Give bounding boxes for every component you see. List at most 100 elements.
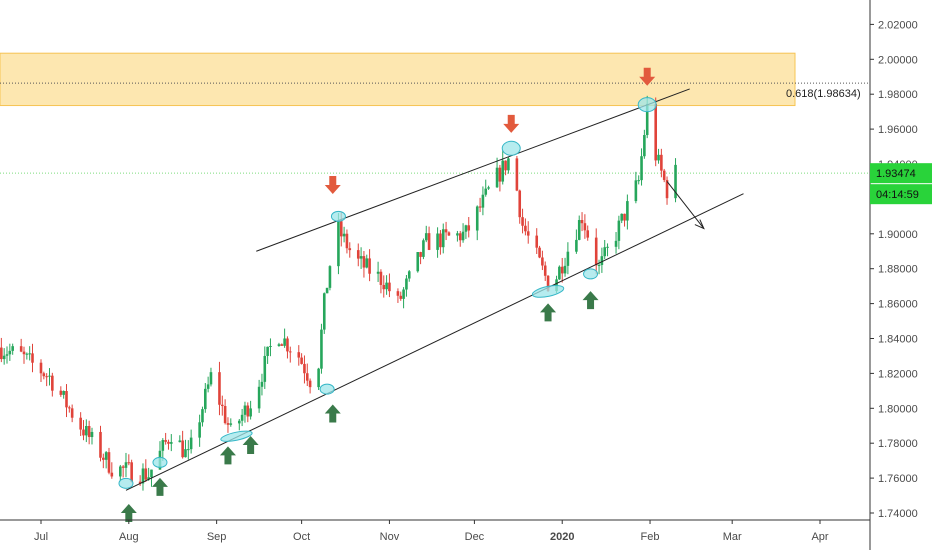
candle-body (606, 246, 609, 248)
candle-body (19, 346, 23, 352)
candle (269, 338, 272, 357)
candle (487, 185, 490, 190)
candle-body (164, 440, 167, 442)
candle-body (359, 256, 363, 259)
candle-body (422, 240, 425, 257)
candle (444, 221, 448, 241)
x-tick-label: Mar (723, 531, 742, 543)
candle (501, 150, 505, 185)
candle (178, 435, 182, 443)
candle-body (461, 231, 465, 241)
candle (538, 245, 541, 259)
channel-top-trendline[interactable] (256, 88, 690, 252)
candle-body (28, 353, 31, 355)
projection-trendline[interactable] (666, 181, 705, 229)
candle-body (124, 462, 128, 468)
candle (187, 440, 190, 460)
candle (617, 215, 621, 250)
candle-body (603, 247, 607, 257)
candle (674, 158, 677, 203)
candle (458, 230, 462, 247)
candle-body (269, 345, 272, 347)
candle-body (110, 472, 114, 477)
candle (580, 212, 584, 232)
candle-body (478, 206, 482, 208)
touch-point-ellipse-marker-icon (531, 284, 565, 298)
candle (475, 205, 479, 241)
y-tick-label: 1.98000 (878, 89, 918, 101)
countdown-label: 04:14:59 (876, 189, 919, 201)
candle (498, 164, 502, 192)
candle-body (419, 252, 422, 257)
candle (249, 400, 252, 420)
candle-body (320, 329, 323, 369)
candle-body (600, 256, 604, 265)
candle-body (643, 135, 646, 157)
candle-body (546, 275, 550, 292)
candle (277, 342, 281, 347)
candle-body (558, 266, 561, 280)
candle-body (198, 422, 201, 438)
candle-body (498, 167, 502, 182)
candle (583, 214, 587, 239)
candle-body (424, 233, 428, 241)
y-tick-label: 1.90000 (878, 229, 918, 241)
candle (560, 257, 564, 283)
candle-body (127, 462, 131, 464)
candle-body (388, 282, 391, 292)
channel-bottom-trendline[interactable] (125, 193, 744, 491)
candle-body (79, 417, 82, 430)
candle (286, 336, 289, 359)
candle (300, 353, 303, 365)
candle-body (362, 256, 366, 268)
candle-body (436, 233, 439, 250)
candle-body (62, 391, 65, 395)
candle-body (317, 368, 320, 388)
trendline-layer[interactable] (125, 88, 744, 491)
candle (260, 373, 264, 396)
candle-body (2, 355, 6, 360)
candle (422, 238, 425, 260)
candle (181, 430, 184, 459)
candle (577, 215, 581, 241)
candle (218, 361, 221, 416)
candle (407, 270, 411, 282)
candle-body (365, 258, 369, 268)
candle (563, 257, 567, 277)
touch-point-ellipse-marker-icon (319, 383, 335, 395)
candle (138, 475, 142, 486)
candle (5, 346, 9, 364)
candle (626, 194, 629, 230)
candle-body (560, 266, 564, 274)
candle-body (31, 353, 34, 363)
candle (141, 463, 145, 491)
candle-body (586, 230, 590, 238)
candle-body (161, 440, 165, 451)
x-tick-label: Apr (811, 531, 828, 543)
candle (424, 225, 428, 243)
candle-body (257, 386, 261, 409)
x-tick-label: Nov (380, 531, 400, 543)
candle (121, 465, 125, 478)
candle (266, 346, 269, 364)
candle (170, 434, 173, 452)
candle (243, 401, 247, 423)
candle-body (634, 180, 638, 202)
candle (65, 384, 68, 418)
candle (654, 97, 658, 167)
candle-body (187, 449, 190, 451)
arrow-down-icon (639, 67, 656, 86)
candle-body (345, 233, 349, 249)
x-tick-label: Oct (293, 531, 310, 543)
candle-body (229, 423, 233, 425)
touch-point-ellipse-marker-icon (118, 477, 134, 489)
candle-body (623, 213, 626, 221)
candle-body (22, 351, 26, 355)
candle-body (637, 180, 641, 182)
candle (620, 213, 624, 224)
candle (167, 439, 170, 450)
price-labels: 0.618(1.98634) 1.93474 04:14:59 (786, 88, 932, 205)
candle-body (45, 376, 48, 378)
candle (325, 287, 329, 294)
